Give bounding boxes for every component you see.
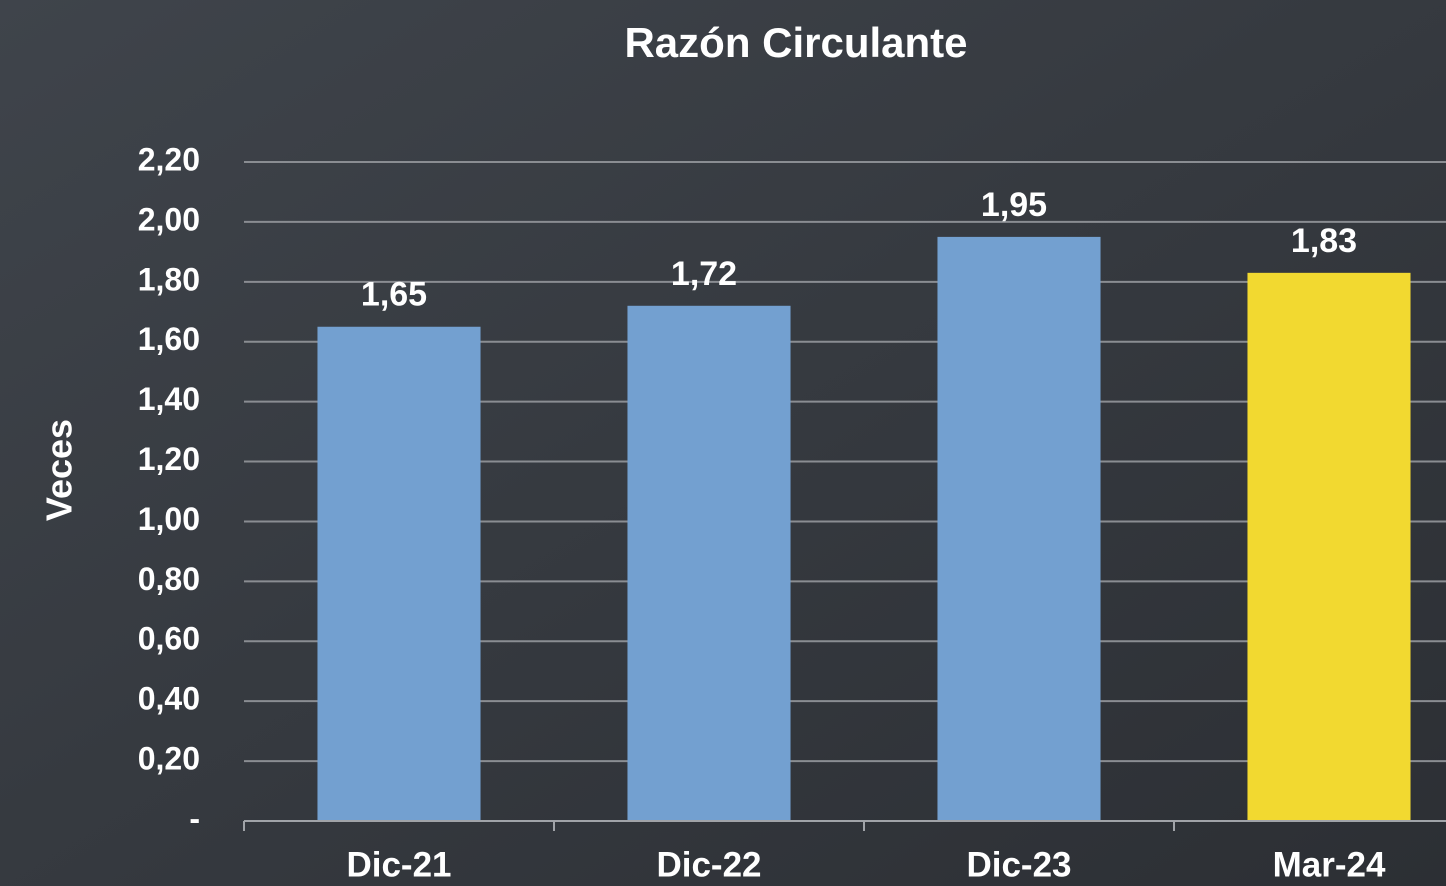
y-tick-label: 0,60 xyxy=(138,621,200,657)
bar xyxy=(937,236,1101,822)
bar xyxy=(627,305,791,821)
x-tick-label: Dic-21 xyxy=(346,845,451,884)
y-tick-label: 1,00 xyxy=(138,501,200,537)
y-tick-label: 0,40 xyxy=(138,681,200,717)
bar xyxy=(317,326,481,821)
y-axis-label: Veces xyxy=(39,419,80,521)
x-tick-label: Dic-23 xyxy=(966,845,1071,884)
x-tick-label: Dic-22 xyxy=(656,845,761,884)
y-tick-label: 1,20 xyxy=(138,441,200,477)
y-tick-label: 1,40 xyxy=(138,381,200,417)
value-label: 1,72 xyxy=(671,255,737,293)
value-label: 1,95 xyxy=(981,186,1047,224)
bar xyxy=(1247,272,1411,822)
x-tick-label: Mar-24 xyxy=(1273,845,1386,884)
value-label: 1,83 xyxy=(1291,222,1357,260)
y-tick-label: 2,00 xyxy=(138,201,200,237)
y-tick-label: 0,20 xyxy=(138,741,200,777)
y-tick-label: 1,80 xyxy=(138,261,200,297)
y-tick-label: - xyxy=(189,800,200,836)
value-label: 1,65 xyxy=(361,276,427,314)
chart-title: Razón Circulante xyxy=(624,19,967,66)
y-tick-label: 1,60 xyxy=(138,321,200,357)
y-tick-label: 2,20 xyxy=(138,141,200,177)
y-tick-label: 0,80 xyxy=(138,561,200,597)
